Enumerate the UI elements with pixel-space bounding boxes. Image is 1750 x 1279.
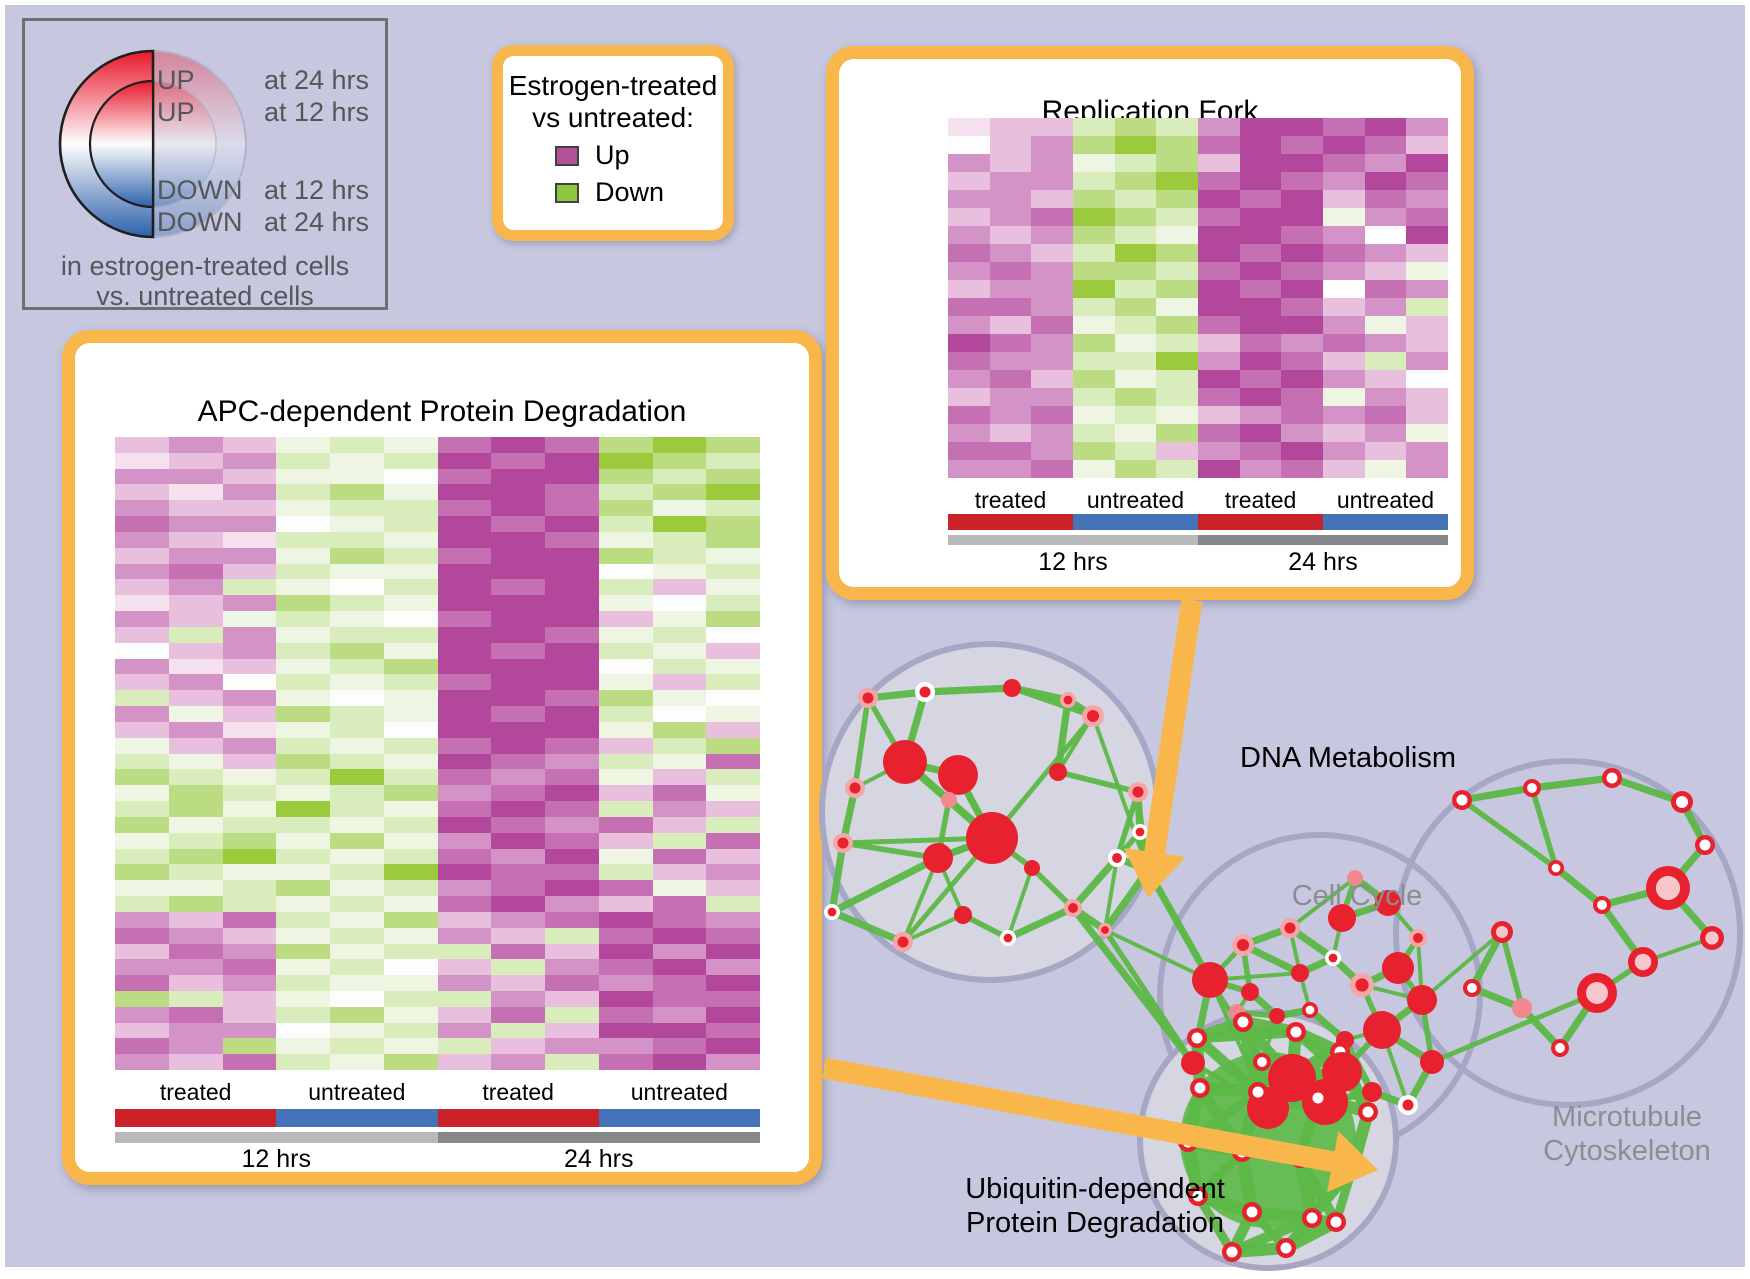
color-decoder-legend: UP at 24 hrs UP at 12 hrs DOWN at 12 hrs…	[22, 18, 388, 311]
legend-up-12-time: at 12 hrs	[263, 97, 369, 127]
24hrs-bar-segment	[437, 1132, 760, 1143]
repfork-group-labels: treated untreated treated untreated	[948, 487, 1448, 514]
estrogen-legend-title-line2: vs untreated:	[532, 102, 694, 133]
ubiquitin-label-line2: Protein Degradation	[966, 1207, 1224, 1239]
treated-bar-segment	[1198, 514, 1323, 530]
apc-untreated-12-label: untreated	[308, 1079, 406, 1105]
12hrs-bar-segment	[115, 1132, 438, 1143]
microtubule-cytoskeleton-label: Microtubule Cytoskeleton	[1543, 1100, 1711, 1168]
apc-group-labels: treated untreated treated untreated	[115, 1079, 760, 1106]
repfork-untreated-12-label: untreated	[1086, 487, 1185, 513]
legend-down-24-dir: DOWN	[157, 207, 243, 237]
legend-up-12-dir: UP	[157, 97, 195, 127]
microtubule-label-line2: Cytoskeleton	[1543, 1135, 1711, 1167]
legend-down-24-time: at 24 hrs	[263, 207, 369, 237]
treated-bar-segment	[115, 1109, 277, 1127]
legend-footer-line2: vs. untreated cells	[96, 281, 314, 311]
repfork-24hrs-label: 24 hrs	[1288, 548, 1358, 576]
apc-untreated-24-label: untreated	[630, 1079, 728, 1105]
apc-condition-bar	[115, 1109, 760, 1127]
ubiquitin-label-line1: Ubiquitin-dependent	[965, 1173, 1225, 1205]
apc-panel-title: APC-dependent Protein Degradation	[197, 395, 687, 428]
up-label: Up	[595, 140, 630, 170]
treated-bar-segment	[437, 1109, 599, 1127]
ubiquitin-degradation-label: Ubiquitin-dependent Protein Degradation	[965, 1172, 1225, 1240]
apc-24hrs-label: 24 hrs	[564, 1145, 634, 1173]
updown-rings-glyph	[58, 49, 247, 239]
untreated-bar-segment	[598, 1109, 760, 1127]
dna-metabolism-label: DNA Metabolism	[1240, 742, 1456, 774]
replication-fork-panel: Replication Fork treated untreated treat…	[826, 46, 1474, 600]
apc-time-labels: 12 hrs 24 hrs	[115, 1145, 760, 1174]
untreated-bar-segment	[1323, 514, 1448, 530]
untreated-bar-segment	[1073, 514, 1198, 530]
apc-time-bar	[115, 1132, 760, 1143]
24hrs-bar-segment	[1198, 535, 1448, 545]
down-label: Down	[595, 177, 665, 207]
repfork-heatmap	[948, 118, 1449, 478]
repfork-condition-bar	[948, 514, 1448, 530]
repfork-untreated-24-label: untreated	[1336, 487, 1435, 513]
legend-item-up: Up	[555, 140, 723, 171]
apc-12hrs-label: 12 hrs	[241, 1145, 311, 1173]
up-color-swatch	[555, 145, 579, 166]
legend-down-12-time: at 12 hrs	[263, 175, 369, 205]
legend-down-12-dir: DOWN	[157, 175, 243, 205]
down-color-swatch	[555, 182, 579, 203]
apc-heatmap-panel: APC-dependent Protein Degradation treate…	[62, 330, 822, 1185]
cell-cycle-label: Cell Cycle	[1291, 880, 1423, 912]
12hrs-bar-segment	[948, 535, 1198, 545]
legend-up-24-time: at 24 hrs	[263, 65, 369, 95]
treated-bar-segment	[948, 514, 1073, 530]
apc-treated-12-label: treated	[159, 1079, 232, 1105]
apc-heatmap	[115, 437, 760, 1071]
legend-footer-line1: in estrogen-treated cells	[60, 251, 350, 281]
estrogen-updown-legend: Estrogen-treated vs untreated: Up Down	[492, 45, 734, 241]
legend-item-down: Down	[555, 177, 723, 208]
repfork-time-bar	[948, 535, 1448, 545]
estrogen-legend-title-line1: Estrogen-treated	[508, 70, 718, 101]
repfork-12hrs-label: 12 hrs	[1038, 548, 1108, 576]
apc-treated-24-label: treated	[482, 1079, 554, 1105]
microtubule-label-line1: Microtubule	[1552, 1101, 1702, 1133]
untreated-bar-segment	[276, 1109, 438, 1127]
repfork-time-labels: 12 hrs 24 hrs	[948, 548, 1448, 577]
legend-up-24-dir: UP	[157, 65, 195, 95]
repfork-treated-12-label: treated	[974, 487, 1047, 513]
repfork-treated-24-label: treated	[1224, 487, 1297, 513]
